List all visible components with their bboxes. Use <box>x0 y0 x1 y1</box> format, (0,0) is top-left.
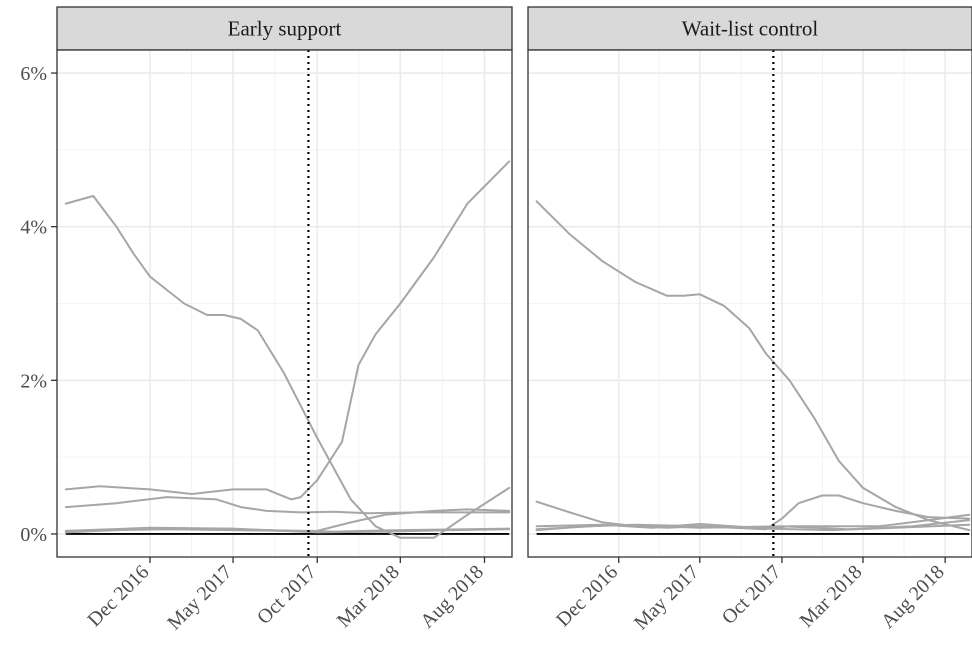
y-tick-label: 6% <box>20 63 47 85</box>
x-tick-label: Aug 2018 <box>416 561 488 633</box>
x-tick-label: Oct 2017 <box>253 561 321 629</box>
y-tick-label: 2% <box>20 370 47 392</box>
panel-early-support: Early support Dec 2016 May 2017 Oct 2017 Mar… <box>20 6 513 634</box>
panel-title: Wait-list control <box>682 17 819 41</box>
x-tick-label: Mar 2018 <box>333 561 404 632</box>
x-tick-label: Dec 2016 <box>83 561 153 631</box>
panel-strip <box>56 6 513 51</box>
panel-border <box>56 49 513 558</box>
x-tick-label: May 2017 <box>163 561 236 634</box>
panel-title: Early support <box>228 17 342 41</box>
series-line-1 <box>64 195 511 539</box>
x-tick-label: Mar 2018 <box>796 561 867 632</box>
x-tick-label: Dec 2016 <box>552 561 622 631</box>
x-tick-label: Aug 2018 <box>877 561 949 633</box>
x-tick-label: Oct 2017 <box>718 561 786 629</box>
series-line-6 <box>64 526 511 534</box>
x-tick-label: May 2017 <box>630 561 703 634</box>
panel-wait-list-control: Wait-list control Dec 2016 May 2017 Oct 201… <box>527 6 972 634</box>
series-line-5 <box>535 519 971 531</box>
y-tick-label: 0% <box>20 524 47 546</box>
panel-border <box>527 49 972 558</box>
series-line-1 <box>535 200 971 532</box>
y-tick-label: 4% <box>20 217 47 239</box>
